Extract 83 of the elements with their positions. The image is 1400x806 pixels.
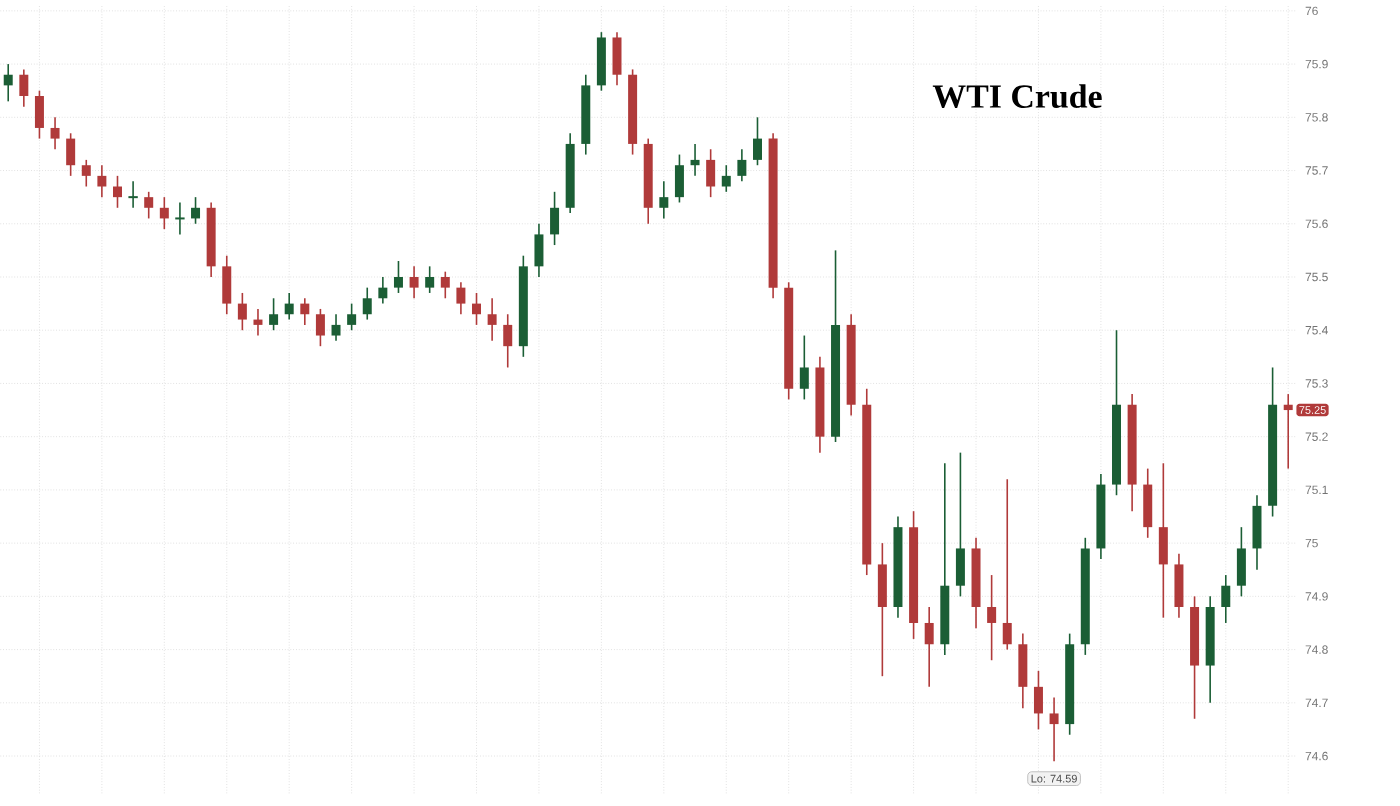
candlestick xyxy=(737,147,747,182)
candlestick xyxy=(269,297,279,331)
candlestick xyxy=(1158,462,1168,618)
candlestick xyxy=(799,334,809,400)
candlestick xyxy=(456,281,466,315)
candlestick xyxy=(300,297,310,326)
candlestick xyxy=(1236,525,1246,597)
candlestick xyxy=(768,132,778,299)
candlestick xyxy=(409,265,419,299)
candlestick xyxy=(565,132,575,214)
candlestick xyxy=(159,195,169,230)
candlestick xyxy=(940,462,950,656)
candlestick xyxy=(1221,573,1231,624)
candlestick xyxy=(1205,595,1215,704)
candlestick xyxy=(752,116,762,166)
candlestick xyxy=(659,179,669,219)
candlestick xyxy=(1268,366,1278,517)
candlestick xyxy=(34,89,44,139)
candlestick xyxy=(1127,392,1137,512)
candlestick xyxy=(331,312,341,342)
candlestick xyxy=(971,536,981,629)
candlestick xyxy=(643,137,653,225)
candlestick xyxy=(846,312,856,416)
candlestick xyxy=(909,509,919,640)
candlestick xyxy=(487,297,497,342)
candlestick xyxy=(127,179,139,209)
candlestick xyxy=(690,142,700,177)
candlestick xyxy=(612,30,622,86)
candlestick xyxy=(237,291,247,331)
candlestick xyxy=(174,201,186,235)
candlestick xyxy=(987,573,997,661)
candlestick xyxy=(191,195,201,225)
candlestick xyxy=(1190,595,1200,720)
candlestick xyxy=(425,265,435,294)
candlestick xyxy=(1080,536,1090,656)
candlestick xyxy=(81,158,91,187)
candlestick xyxy=(893,515,903,618)
candlestick xyxy=(1143,467,1153,539)
candlestick xyxy=(628,68,638,155)
candlestick xyxy=(706,147,716,198)
candlestick xyxy=(1174,552,1184,618)
candlestick xyxy=(50,116,60,150)
candlestick xyxy=(674,153,684,203)
candlestick xyxy=(472,291,482,326)
candlestick xyxy=(924,605,934,688)
candlestick xyxy=(19,68,29,107)
candlestick xyxy=(862,387,872,576)
candlestick xyxy=(222,254,232,315)
candlestick xyxy=(1033,669,1043,730)
candlestick xyxy=(1112,328,1122,496)
candlestick xyxy=(144,190,154,219)
candlestick xyxy=(1018,632,1028,709)
candlestick xyxy=(784,281,794,400)
candlestick xyxy=(503,312,513,368)
candlestick xyxy=(831,249,841,443)
text: WTI Crude xyxy=(932,83,1102,108)
candlestick xyxy=(97,163,107,198)
candlestick xyxy=(362,286,372,320)
candlestick xyxy=(206,201,216,278)
candlestick xyxy=(1065,632,1075,736)
candlestick xyxy=(315,307,325,347)
candlestick xyxy=(581,73,591,155)
candlestick xyxy=(721,163,731,193)
candlestick xyxy=(550,190,560,246)
candlestick xyxy=(877,541,887,677)
candlestick xyxy=(440,270,450,299)
candlestick xyxy=(815,355,825,453)
candlestick xyxy=(1002,477,1012,650)
candlestick xyxy=(955,451,965,597)
candlestick xyxy=(347,302,357,331)
candlestick xyxy=(112,174,122,209)
candlestick xyxy=(1049,696,1059,762)
candlestick xyxy=(66,132,76,177)
candlestick xyxy=(284,291,294,320)
candlestick xyxy=(3,62,13,102)
candlestick xyxy=(596,30,606,92)
candlestick xyxy=(1252,493,1262,571)
candlestick xyxy=(253,307,263,336)
candlestick xyxy=(1096,472,1106,560)
candlestick xyxy=(534,222,544,278)
candlestick xyxy=(518,254,528,358)
candlestick xyxy=(393,259,403,294)
candlestick xyxy=(378,275,388,304)
